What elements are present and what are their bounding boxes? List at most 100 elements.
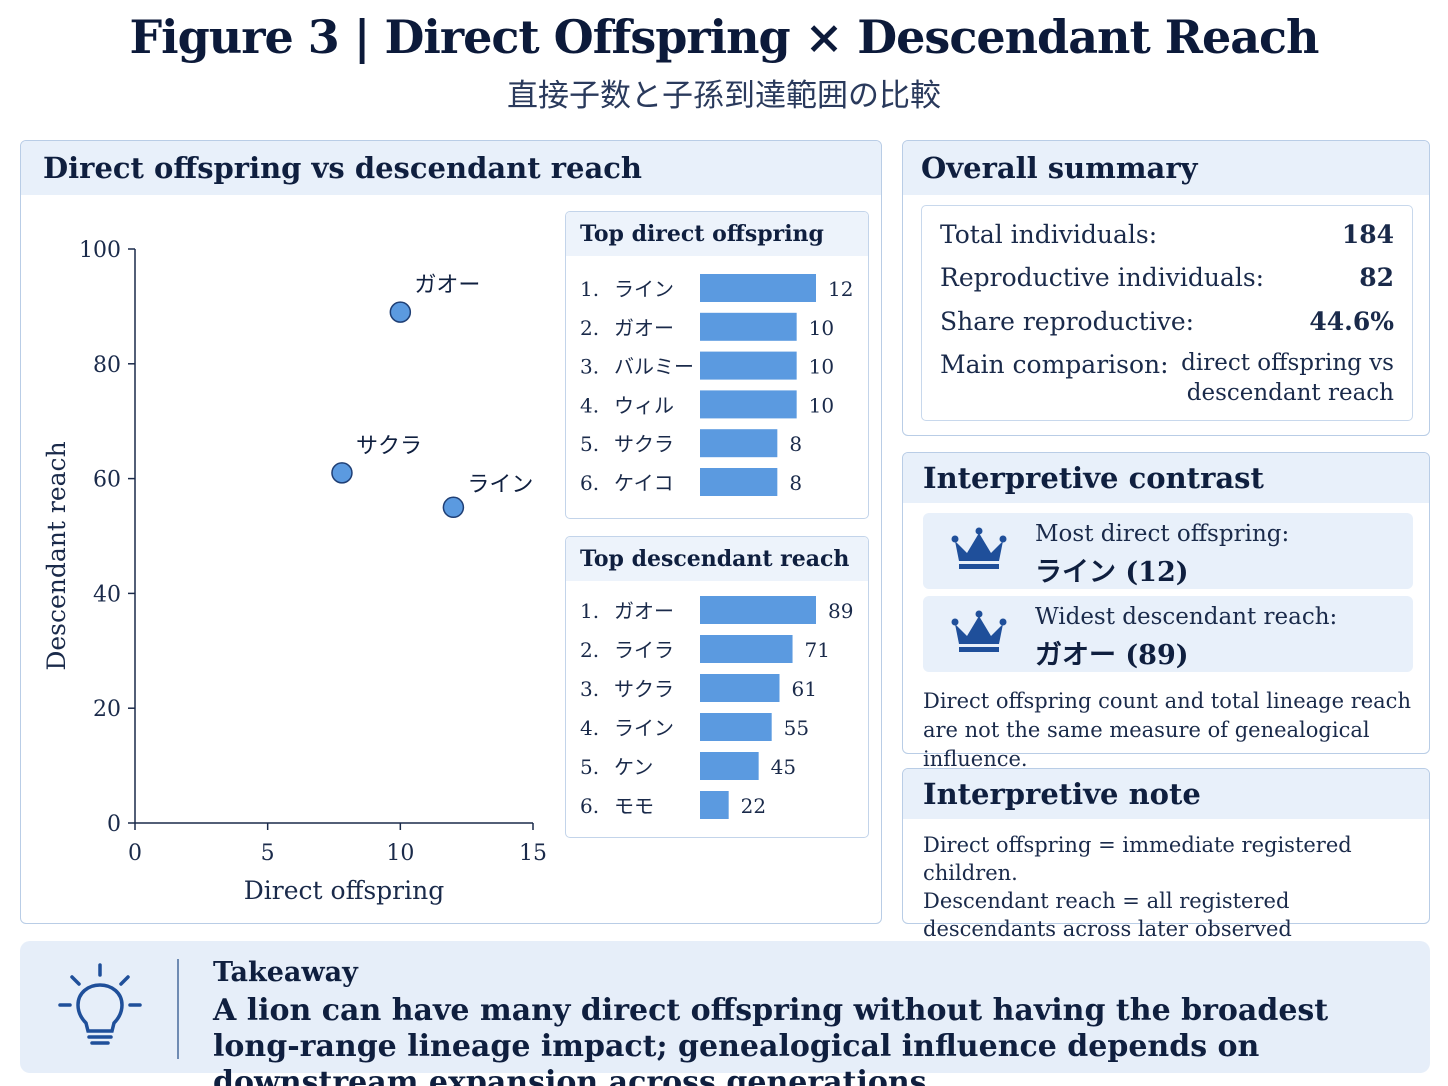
- bar: [700, 635, 793, 663]
- top-desc-bar-chart: 1. ガオー 89 2. ライラ 71 3. サクラ 61 4. ライン 55 5. ケン 45 6. モモ 22: [580, 596, 853, 819]
- crown-icon: [951, 527, 1007, 569]
- scatter-point-label: サクラ: [356, 434, 422, 459]
- summary-title: Overall summary: [903, 141, 1429, 195]
- main-chart-panel: Direct offspring vs descendant reach 0 20…: [20, 140, 882, 924]
- takeaway-label: Takeaway: [213, 957, 358, 988]
- contrast-panel: Interpretive contrast Most direct offspr…: [902, 452, 1430, 771]
- bar-rank: 2.: [580, 316, 599, 340]
- most-direct-label: Most direct offspring:: [1035, 521, 1290, 547]
- figure-title: Figure 3 | Direct Offspring × Descendant…: [129, 10, 1320, 64]
- bar-category-label: サクラ: [614, 677, 674, 701]
- bar: [700, 752, 759, 780]
- bar-value-label: 8: [789, 471, 802, 495]
- scatter-point-label: ガオー: [414, 273, 480, 298]
- bar-rank: 3.: [580, 355, 599, 379]
- summary-value: direct offspring vs descendant reach: [1181, 348, 1394, 408]
- widest-reach-value: ガオー (89): [1035, 640, 1189, 671]
- top-desc-title: Top descendant reach: [566, 537, 868, 581]
- bar-value-label: 8: [789, 432, 802, 456]
- contrast-title: Interpretive contrast: [903, 453, 1429, 503]
- summary-panel: Overall summary Total individuals: 184 R…: [902, 140, 1430, 436]
- bar-value-label: 55: [784, 716, 809, 740]
- note-title: Interpretive note: [903, 769, 1429, 819]
- scatter-plot: 0 20 40 60 80 100 0 5 10 15 Direct offspring Descen…: [42, 238, 547, 905]
- bar: [700, 351, 797, 380]
- y-axis-label: Descendant reach: [42, 441, 71, 670]
- bar-rank: 5.: [580, 755, 599, 779]
- comparison-line-2: descendant reach: [1186, 380, 1394, 406]
- bar-rank: 4.: [580, 393, 599, 417]
- bar-rank: 6.: [580, 794, 599, 818]
- takeaway-banner: Takeaway A lion can have many direct off…: [20, 941, 1430, 1086]
- takeaway-text: A lion can have many direct offspring wi…: [213, 993, 1329, 1086]
- y-tick-label: 100: [79, 238, 121, 263]
- scatter-point: [389, 301, 412, 323]
- bar-rank: 1.: [580, 599, 599, 623]
- summary-label: Total individuals:: [940, 220, 1158, 249]
- x-tick-label: 5: [261, 841, 275, 866]
- top-descendant-reach-panel: Top descendant reach 1. ガオー 89 2. ライラ 71 3. サクラ…: [565, 536, 869, 838]
- most-direct-box: Most direct offspring: ライン (12): [923, 513, 1413, 589]
- bar-value-label: 89: [828, 599, 853, 623]
- bar-rank: 3.: [580, 677, 599, 701]
- scatter-point: [442, 496, 465, 519]
- x-tick-label: 15: [519, 841, 547, 866]
- bar-category-label: ウィル: [614, 393, 674, 417]
- takeaway-divider: [177, 959, 179, 1059]
- summary-label: Share reproductive:: [940, 307, 1195, 336]
- bar-category-label: ガオー: [614, 316, 674, 340]
- bar: [700, 429, 778, 458]
- bar: [700, 274, 816, 302]
- bar-category-label: モモ: [614, 794, 654, 818]
- top-direct-title: Top direct offspring: [566, 212, 868, 256]
- contrast-text: Direct offspring count and total lineage…: [923, 689, 1411, 771]
- bar-rank: 4.: [580, 716, 599, 740]
- bar: [700, 791, 729, 819]
- bar-rank: 6.: [580, 471, 599, 495]
- bar-category-label: ガオー: [614, 599, 674, 623]
- bar: [700, 468, 778, 496]
- widest-reach-box: Widest descendant reach: ガオー (89): [923, 596, 1413, 672]
- widest-reach-label: Widest descendant reach:: [1035, 604, 1338, 630]
- note-panel: Interpretive note Direct offspring = imm…: [902, 768, 1430, 969]
- bar-value-label: 45: [771, 755, 796, 779]
- bar: [700, 390, 797, 419]
- summary-value: 82: [1359, 263, 1394, 292]
- y-tick-label: 0: [107, 812, 121, 837]
- bar-value-label: 61: [792, 677, 817, 701]
- y-tick-label: 80: [93, 353, 121, 378]
- scatter-point-label: ライン: [467, 472, 533, 497]
- bar-category-label: ケイコ: [614, 471, 674, 495]
- bar-value-label: 10: [809, 393, 834, 417]
- bar: [700, 674, 780, 702]
- comparison-line-1: direct offspring vs: [1181, 350, 1394, 376]
- bar-rank: 2.: [580, 638, 599, 662]
- y-tick-label: 60: [93, 468, 121, 493]
- bar-category-label: サクラ: [614, 432, 674, 456]
- bar-value-label: 22: [741, 794, 766, 818]
- bar-value-label: 12: [828, 277, 853, 301]
- summary-value: 184: [1341, 220, 1394, 249]
- bar-category-label: バルミー: [614, 355, 694, 379]
- top-direct-offspring-panel: Top direct offspring 1. ライン 12 2. ガオー 10 3. バルミ…: [565, 211, 869, 519]
- bar-value-label: 10: [809, 316, 834, 340]
- summary-label: Reproductive individuals:: [940, 263, 1265, 292]
- bar: [700, 713, 772, 741]
- bar-category-label: ライン: [614, 716, 674, 740]
- y-tick-label: 40: [93, 582, 121, 607]
- bar-rank: 1.: [580, 277, 599, 301]
- note-line-2: Descendant reach = all registered descen…: [923, 889, 1292, 969]
- main-panel-title: Direct offspring vs descendant reach: [21, 141, 881, 195]
- lightbulb-icon: [58, 963, 142, 1045]
- bar-value-label: 71: [805, 638, 830, 662]
- note-line-1: Direct offspring = immediate registered …: [923, 833, 1352, 885]
- bar: [700, 596, 816, 624]
- y-tick-label: 20: [93, 697, 121, 722]
- note-text: Direct offspring = immediate registered …: [923, 831, 1423, 971]
- bar-rank: 5.: [580, 432, 599, 456]
- scatter-point: [331, 462, 353, 484]
- bar: [700, 312, 797, 341]
- figure-subtitle: 直接子数と子孫到達範囲の比較: [507, 78, 941, 114]
- x-tick-label: 0: [128, 841, 142, 866]
- summary-label: Main comparison:: [940, 350, 1169, 379]
